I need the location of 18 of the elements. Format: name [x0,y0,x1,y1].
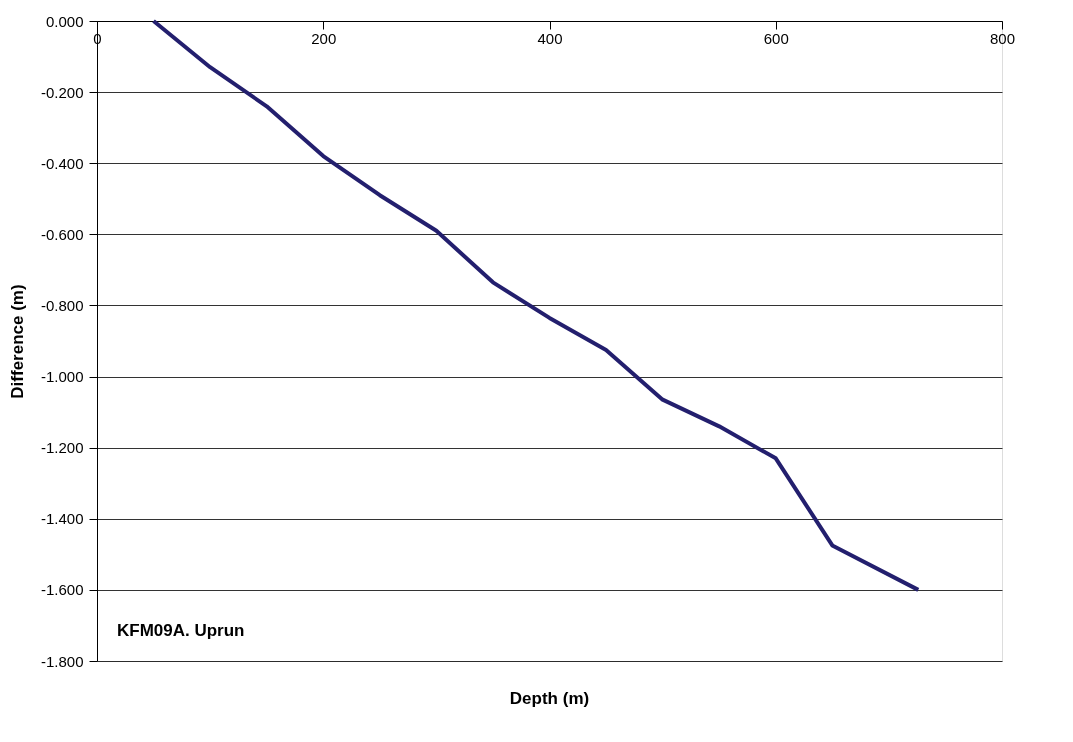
y-tick-label: -0.600 [40,225,84,243]
line-series [151,19,921,592]
x-tick-label: 800 [989,29,1016,47]
y-tick-label: -0.800 [40,296,84,314]
y-tick-label: -0.400 [40,154,84,172]
y-tick-label: -1.200 [40,439,84,457]
x-tick-label: 200 [311,29,337,47]
y-tick-label: 0.000 [45,12,84,30]
x-tick-label: 600 [763,29,789,47]
y-tick-label: -0.200 [40,83,84,101]
y-tick-label: -1.600 [40,581,84,599]
x-axis-title: Depth (m) [509,689,590,708]
x-tick-label: 400 [537,29,563,47]
annotation: KFM09A. Uprun [117,621,245,640]
y-tick-label: -1.000 [40,368,84,386]
y-tick-label: -1.800 [40,652,84,670]
y-tick-label: -1.400 [40,510,84,528]
y-axis-title: Difference (m) [7,284,27,399]
